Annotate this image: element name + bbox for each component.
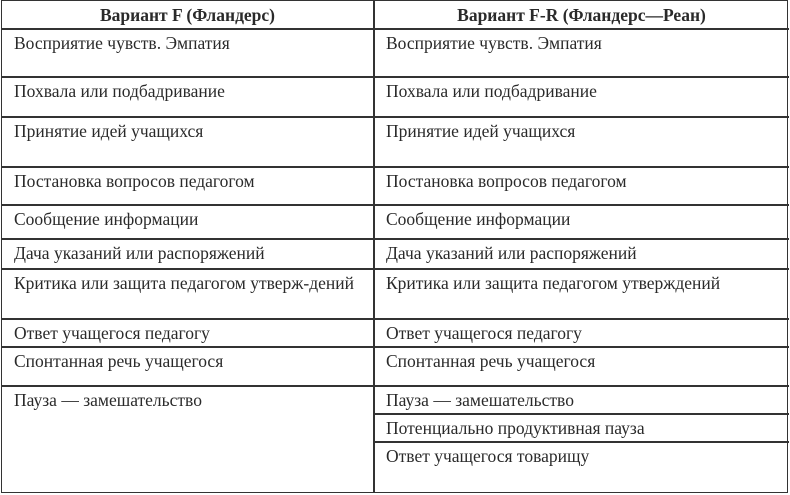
row-divider	[2, 76, 789, 78]
row-divider	[2, 318, 789, 320]
table-cell: Пауза — замешательство	[14, 390, 202, 410]
table-cell: Критика или защита педагогом утверж-дени…	[14, 273, 354, 293]
table-cell: Потенциально продуктивная пауза	[386, 418, 645, 438]
table-cell: Спонтанная речь учащегося	[14, 351, 224, 371]
table-cell: Спонтанная речь учащегося	[386, 351, 596, 371]
table-cell: Критика или защита педагогом утверждений	[386, 273, 721, 293]
table-cell: Принятие идей учащихся	[14, 121, 204, 141]
table-cell: Сообщение информации	[14, 209, 199, 229]
row-divider	[2, 238, 789, 240]
table-cell: Восприятие чувств. Эмпатия	[386, 33, 602, 53]
table-cell: Ответ учащегося педагогу	[386, 323, 582, 343]
table-cell: Похвала или подбадривание	[14, 81, 225, 101]
table-cell: Постановка вопросов педагогом	[386, 171, 627, 191]
table-cell: Пауза — замешательство	[386, 390, 574, 410]
table-cell: Похвала или подбадривание	[386, 81, 597, 101]
row-divider	[2, 28, 789, 30]
row-divider	[374, 441, 789, 443]
table-cell: Ответ учащегося педагогу	[14, 323, 210, 343]
table-cell: Дача указаний или распоряжений	[14, 243, 265, 263]
column-divider	[373, 1, 375, 492]
column-header: Вариант F-R (Фландерс—Реан)	[457, 5, 706, 25]
row-divider	[2, 116, 789, 118]
row-divider	[2, 268, 789, 270]
table-cell: Принятие идей учащихся	[386, 121, 576, 141]
table-cell: Ответ учащегося товарищу	[386, 446, 590, 466]
table-cell: Постановка вопросов педагогом	[14, 171, 255, 191]
row-divider	[2, 166, 789, 168]
row-divider	[2, 346, 789, 348]
column-header: Вариант F (Фландерс)	[99, 5, 276, 25]
row-divider	[374, 413, 789, 415]
table-cell: Восприятие чувств. Эмпатия	[14, 33, 230, 53]
table-cell: Дача указаний или распоряжений	[386, 243, 637, 263]
table-cell: Сообщение информации	[386, 209, 571, 229]
row-divider	[2, 204, 789, 206]
row-divider	[2, 385, 789, 387]
